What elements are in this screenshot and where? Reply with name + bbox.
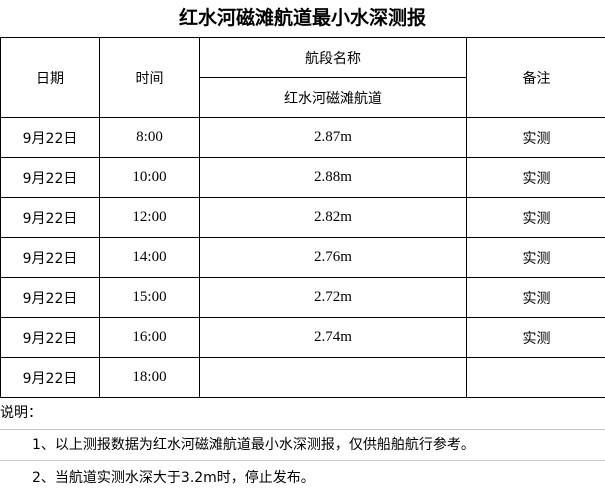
remark-cell: 实测 bbox=[466, 117, 605, 158]
depth-cell: 2.87m bbox=[199, 117, 467, 158]
divider bbox=[0, 460, 605, 461]
time-cell: 12:00 bbox=[99, 197, 200, 238]
table-row: 9月22日 12:00 2.82m 实测 bbox=[0, 197, 605, 238]
remark-cell: 实测 bbox=[466, 197, 605, 238]
time-cell: 18:00 bbox=[99, 357, 200, 398]
table-row: 9月22日 14:00 2.76m 实测 bbox=[0, 237, 605, 278]
table-row: 9月22日 16:00 2.74m 实测 bbox=[0, 317, 605, 358]
date-cell: 9月22日 bbox=[0, 237, 100, 278]
time-cell: 16:00 bbox=[99, 317, 200, 358]
date-cell: 9月22日 bbox=[0, 117, 100, 158]
depth-cell: 2.76m bbox=[199, 237, 467, 278]
page-title: 红水河磁滩航道最小水深测报 bbox=[178, 7, 426, 29]
time-cell: 14:00 bbox=[99, 237, 200, 278]
table-row: 9月22日 18:00 bbox=[0, 357, 605, 398]
notes-label: 说明： bbox=[0, 405, 42, 421]
date-cell: 9月22日 bbox=[0, 317, 100, 358]
divider bbox=[0, 429, 605, 430]
depth-cell: 2.74m bbox=[199, 317, 467, 358]
table-row: 9月22日 8:00 2.87m 实测 bbox=[0, 117, 605, 158]
date-cell: 9月22日 bbox=[0, 277, 100, 318]
time-cell: 8:00 bbox=[99, 117, 200, 158]
header-section: 航段名称 bbox=[199, 37, 467, 78]
time-cell: 15:00 bbox=[99, 277, 200, 318]
date-cell: 9月22日 bbox=[0, 197, 100, 238]
date-cell: 9月22日 bbox=[0, 357, 100, 398]
header-section-name: 红水河磁滩航道 bbox=[199, 77, 467, 118]
header-time: 时间 bbox=[99, 37, 200, 118]
remark-cell bbox=[466, 357, 605, 398]
depth-cell: 2.88m bbox=[199, 157, 467, 198]
depth-cell bbox=[199, 357, 467, 398]
header-row-2: 红水河磁滩航道 bbox=[1, 77, 605, 118]
header-remark: 备注 bbox=[466, 37, 605, 118]
table-row: 9月22日 15:00 2.72m 实测 bbox=[0, 277, 605, 318]
depth-table: 日期 时间 航段名称 备注 红水河磁滩航道 9月22日 8:00 2.87m 实测 9月… bbox=[0, 37, 605, 398]
date-cell: 9月22日 bbox=[0, 157, 100, 198]
header-row: 日期 时间 航段名称 备注 bbox=[0, 37, 605, 118]
remark-cell: 实测 bbox=[466, 277, 605, 318]
note-item-2: 2、当航道实测水深大于3.2m时，停止发布。 bbox=[32, 470, 315, 486]
note-item-1: 1、以上测报数据为红水河磁滩航道最小水深测报，仅供船舶航行参考。 bbox=[32, 437, 475, 453]
remark-cell: 实测 bbox=[466, 237, 605, 278]
remark-cell: 实测 bbox=[466, 157, 605, 198]
remark-cell: 实测 bbox=[466, 317, 605, 358]
depth-cell: 2.72m bbox=[199, 277, 467, 318]
table-row: 9月22日 10:00 2.88m 实测 bbox=[0, 157, 605, 198]
time-cell: 10:00 bbox=[99, 157, 200, 198]
header-date: 日期 bbox=[0, 37, 100, 118]
depth-cell: 2.82m bbox=[199, 197, 467, 238]
